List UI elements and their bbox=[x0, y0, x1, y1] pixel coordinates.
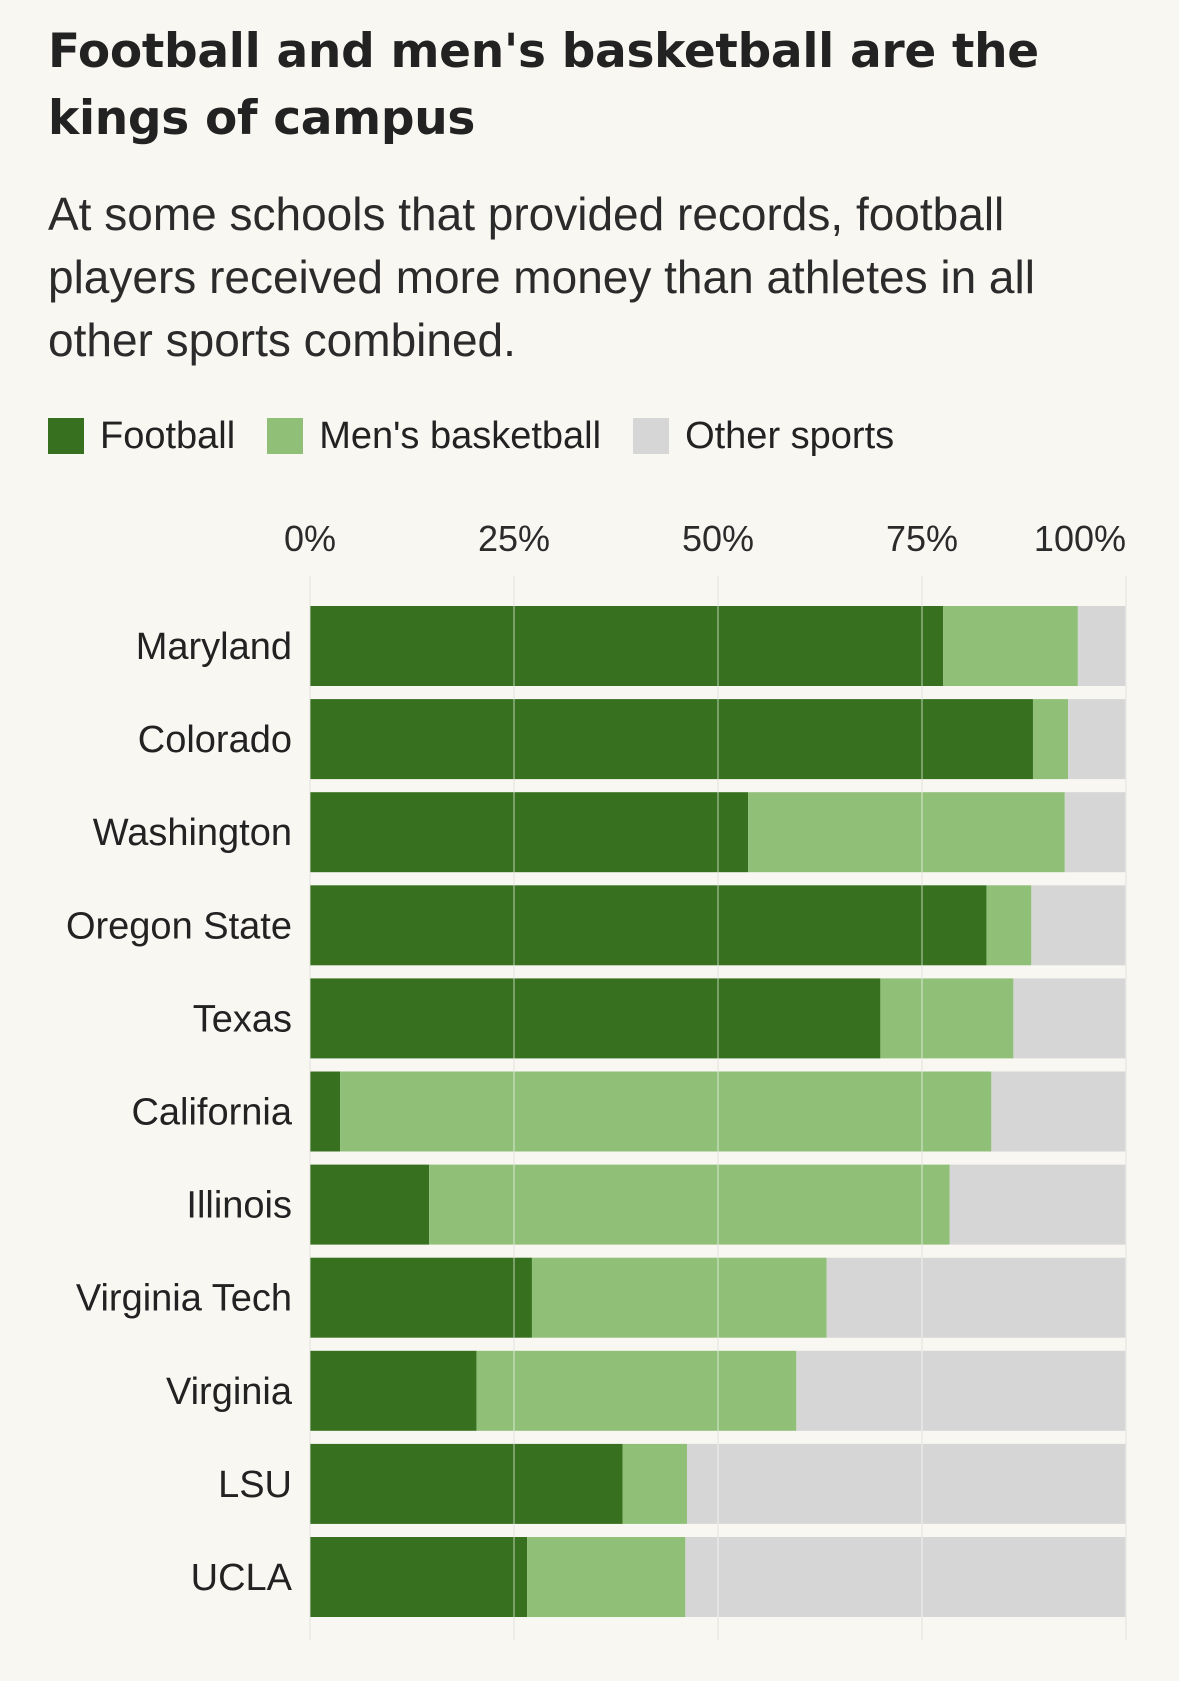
bar-segment-men-s-basketball bbox=[476, 1350, 797, 1431]
bar-segment-football bbox=[310, 606, 944, 686]
bar-segment-football bbox=[310, 978, 881, 1059]
bar-segment-men-s-basketball bbox=[748, 792, 1065, 873]
legend-label-mens-basketball: Men's basketball bbox=[319, 414, 602, 457]
legend-label-football: Football bbox=[100, 414, 236, 457]
category-label: California bbox=[131, 1092, 292, 1134]
category-label: Illinois bbox=[186, 1185, 292, 1227]
bar-segment-men-s-basketball bbox=[986, 885, 1032, 966]
bar-segment-other-sports bbox=[949, 1164, 1126, 1245]
legend-swatch-football bbox=[48, 418, 84, 454]
bar-segment-men-s-basketball bbox=[1032, 699, 1069, 780]
category-label: Texas bbox=[193, 998, 292, 1040]
bar-segment-other-sports bbox=[685, 1537, 1126, 1617]
bar-segment-other-sports bbox=[686, 1443, 1126, 1524]
bar-row-illinois bbox=[310, 1164, 1126, 1245]
category-label: Virginia Tech bbox=[76, 1278, 292, 1320]
bar-segment-other-sports bbox=[1068, 699, 1126, 780]
bar-segment-football bbox=[310, 1257, 532, 1338]
category-label: Maryland bbox=[136, 626, 292, 668]
x-tick-label: 0% bbox=[284, 518, 336, 559]
bar-segment-men-s-basketball bbox=[429, 1164, 950, 1245]
bar-segment-other-sports bbox=[796, 1350, 1126, 1431]
bar-row-washington bbox=[310, 792, 1126, 873]
bar-segment-football bbox=[310, 699, 1033, 780]
x-tick-label: 75% bbox=[886, 518, 958, 559]
bar-segment-other-sports bbox=[991, 1071, 1126, 1152]
category-label: Oregon State bbox=[66, 905, 292, 947]
bar-row-colorado bbox=[310, 699, 1126, 780]
bar-segment-football bbox=[310, 885, 987, 966]
legend-item-football: Football bbox=[48, 415, 235, 458]
legend-item-mens-basketball: Men's basketball bbox=[267, 415, 601, 458]
bar-row-texas bbox=[310, 978, 1126, 1059]
category-label: Washington bbox=[93, 812, 292, 854]
bar-segment-football bbox=[310, 1443, 623, 1524]
bar-row-maryland bbox=[310, 606, 1126, 686]
chart-subtitle: At some schools that provided records, f… bbox=[48, 188, 1035, 366]
chart-title: Football and men's basketball are the ki… bbox=[48, 24, 1039, 146]
bar-segment-men-s-basketball bbox=[340, 1071, 992, 1152]
bar-row-oregon-state bbox=[310, 885, 1126, 966]
bar-row-virginia bbox=[310, 1350, 1126, 1431]
legend-label-other-sports: Other sports bbox=[685, 414, 895, 457]
bar-row-california bbox=[310, 1071, 1126, 1152]
bar-segment-men-s-basketball bbox=[527, 1537, 686, 1617]
bar-segment-men-s-basketball bbox=[880, 978, 1014, 1059]
legend: Football Men's basketball Other sports bbox=[48, 414, 926, 458]
bar-segment-other-sports bbox=[1031, 885, 1126, 966]
category-label: Virginia bbox=[166, 1371, 293, 1413]
x-tick-label: 100% bbox=[1034, 518, 1126, 559]
x-tick-label: 25% bbox=[478, 518, 550, 559]
foreground-gridlines bbox=[309, 576, 1127, 1640]
bar-segment-football bbox=[310, 1350, 477, 1431]
category-label: UCLA bbox=[191, 1557, 293, 1599]
bar-segment-football bbox=[310, 1071, 341, 1152]
bar-segment-other-sports bbox=[1013, 978, 1126, 1059]
bar-segment-football bbox=[310, 1164, 430, 1245]
bar-segment-men-s-basketball bbox=[622, 1443, 687, 1524]
legend-swatch-mens-basketball bbox=[267, 418, 304, 454]
bar-row-lsu bbox=[310, 1443, 1126, 1524]
bar-segment-men-s-basketball bbox=[943, 606, 1078, 686]
category-label: LSU bbox=[218, 1464, 292, 1506]
bar-segment-other-sports bbox=[1077, 606, 1126, 686]
bar-row-virginia-tech bbox=[310, 1257, 1126, 1338]
bar-segment-men-s-basketball bbox=[531, 1257, 827, 1338]
bar-segment-other-sports bbox=[1064, 792, 1126, 873]
bar-segment-football bbox=[310, 792, 749, 873]
bar-segment-other-sports bbox=[826, 1257, 1126, 1338]
x-tick-label: 50% bbox=[682, 518, 754, 559]
bars bbox=[310, 606, 1126, 1617]
legend-swatch-other-sports bbox=[633, 418, 670, 454]
bar-segment-football bbox=[310, 1537, 528, 1617]
category-label: Colorado bbox=[138, 719, 292, 761]
bar-row-ucla bbox=[310, 1537, 1126, 1617]
legend-item-other-sports: Other sports bbox=[633, 415, 894, 458]
